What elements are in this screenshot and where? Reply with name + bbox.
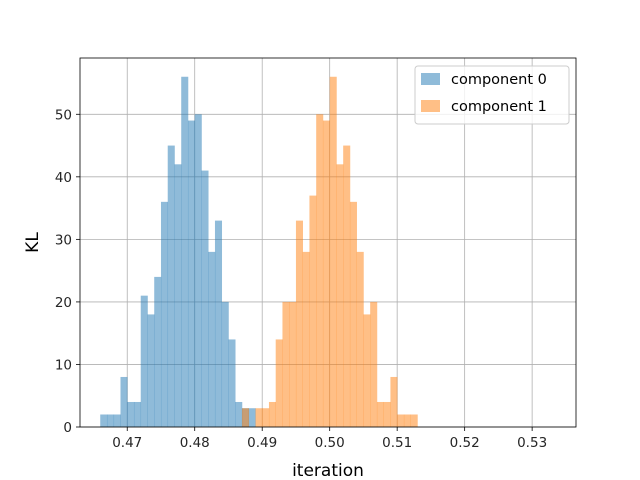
x-tick-label: 0.47 xyxy=(112,435,142,451)
legend-swatch-component-1 xyxy=(421,100,440,112)
y-tick-label: 30 xyxy=(55,232,72,248)
histogram-bar xyxy=(181,76,189,428)
histogram-bar xyxy=(194,114,202,427)
legend-label-component-0: component 0 xyxy=(451,72,547,88)
histogram-bar xyxy=(376,401,384,427)
histogram-bar xyxy=(120,376,128,427)
histogram-bar xyxy=(140,295,148,427)
x-tick-label: 0.53 xyxy=(517,435,547,451)
legend-label-component-1: component 1 xyxy=(451,99,547,115)
y-axis-label: KL xyxy=(23,232,43,253)
legend-swatch-component-0 xyxy=(421,73,440,85)
x-axis-label: iteration xyxy=(292,461,364,480)
histogram-bar xyxy=(309,195,317,427)
histogram-bar xyxy=(343,145,351,427)
histogram-bar xyxy=(410,414,418,427)
histogram-bar xyxy=(174,164,182,428)
histogram-bar xyxy=(302,251,310,427)
histogram-bar xyxy=(228,339,236,427)
ticks-layer: 0.47 0.48 0.49 0.50 0.51 0.52 0.53 0 10 20 30 40 50 xyxy=(55,107,547,451)
series-0-bars xyxy=(100,76,256,428)
histogram-bar xyxy=(322,120,330,428)
histogram-bar xyxy=(241,408,250,427)
histogram-bar xyxy=(282,301,290,427)
histogram-bar xyxy=(390,376,398,427)
histogram-bar xyxy=(113,414,121,427)
histogram-bar xyxy=(147,314,155,427)
histogram-bar xyxy=(208,251,216,427)
histogram-bar xyxy=(262,408,270,427)
y-tick-label: 0 xyxy=(63,420,72,436)
histogram-bar xyxy=(370,301,378,427)
histogram-bar xyxy=(201,170,209,427)
histogram-bar xyxy=(383,401,391,427)
histogram-bar xyxy=(329,76,337,428)
histogram-bar xyxy=(356,251,364,427)
bars-layer xyxy=(100,76,418,428)
histogram-bar xyxy=(295,220,303,427)
histogram-bar xyxy=(133,401,142,427)
histogram-bar xyxy=(106,414,115,427)
histogram-bar xyxy=(214,220,223,427)
histogram-bar xyxy=(349,201,357,427)
y-tick-label: 40 xyxy=(55,170,72,186)
x-tick-label: 0.48 xyxy=(180,435,210,451)
histogram-bar xyxy=(235,401,243,427)
histogram-bar xyxy=(100,414,108,427)
y-tick-label: 50 xyxy=(55,107,72,123)
histogram-bar xyxy=(268,401,277,427)
y-tick-label: 10 xyxy=(55,357,72,373)
x-tick-label: 0.51 xyxy=(382,435,412,451)
x-tick-label: 0.52 xyxy=(450,435,480,451)
histogram-bar xyxy=(154,276,162,427)
histogram-bar xyxy=(255,408,263,427)
y-tick-label: 20 xyxy=(55,295,72,311)
histogram-bar xyxy=(363,314,371,427)
histogram-bar xyxy=(187,120,196,428)
legend: component 0 component 1 xyxy=(414,65,570,125)
legend-box xyxy=(414,65,570,125)
histogram-bar xyxy=(397,414,405,427)
histogram-bar xyxy=(316,114,324,427)
histogram-bar xyxy=(336,164,344,428)
histogram-bar xyxy=(289,301,297,427)
histogram-bar xyxy=(248,408,256,427)
plot-frame xyxy=(79,57,577,428)
histogram-bar xyxy=(160,201,169,427)
histogram-bar xyxy=(221,301,229,427)
histogram-bar xyxy=(403,414,411,427)
x-tick-label: 0.49 xyxy=(247,435,277,451)
series-1-bars xyxy=(241,76,418,428)
histogram-bar xyxy=(275,339,283,427)
x-tick-label: 0.50 xyxy=(315,435,345,451)
histogram-bar xyxy=(167,145,175,427)
histogram-bar xyxy=(127,401,135,427)
